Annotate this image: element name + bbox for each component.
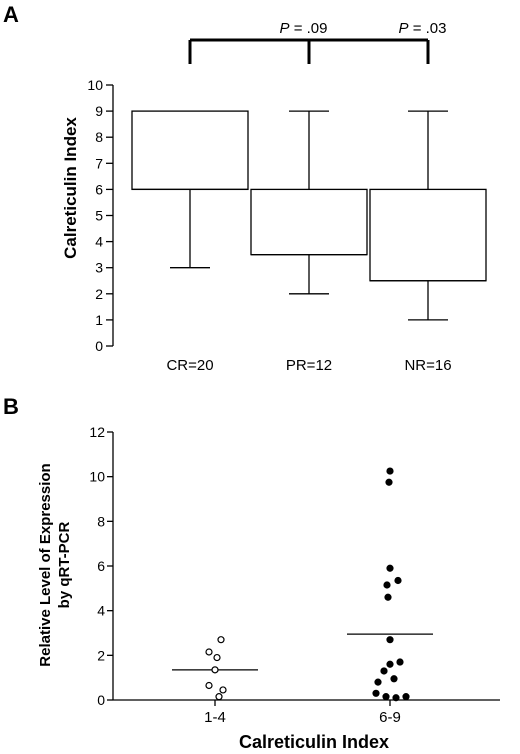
a-y-tick-label: 7 — [95, 155, 103, 171]
panel-b-categories: 1-4 6-9 — [204, 709, 401, 726]
b-data-point — [396, 658, 404, 666]
a-p-symbol: P — [280, 20, 290, 37]
b-data-point — [383, 581, 391, 589]
b-y-tick-label: 4 — [97, 603, 105, 619]
b-data-point — [385, 478, 393, 486]
a-box-NR=16 — [369, 110, 487, 321]
panel-b-points — [172, 467, 433, 702]
panel-a-letter: A — [3, 2, 19, 27]
b-data-point — [380, 667, 388, 675]
panel-a-categories: CR=20 PR=12 NR=16 — [166, 357, 451, 374]
b-data-point — [386, 636, 394, 644]
a-y-tick-label: 5 — [95, 208, 103, 224]
panel-a-y-axis-label: Calreticulin Index — [61, 117, 80, 259]
b-data-point — [386, 660, 394, 668]
b-y-tick-label: 6 — [97, 558, 105, 574]
a-y-tick-label: 1 — [95, 312, 103, 328]
b-data-point — [386, 564, 394, 572]
b-y-tick-label: 2 — [97, 647, 105, 663]
a-box-rect — [250, 188, 368, 256]
b-category-label: 1-4 — [204, 709, 226, 726]
panel-a-box-chart: Calreticulin Index 0 1 2 3 4 5 6 7 8 9 10 CR=20 PR=… — [61, 20, 487, 374]
panel-b-y-axis-label-line-2: by qRT-PCR — [56, 522, 73, 609]
b-data-point — [211, 666, 219, 674]
a-category-label: CR=20 — [166, 357, 213, 374]
b-data-point — [219, 686, 227, 694]
a-y-tick-label: 2 — [95, 286, 103, 302]
panel-b-x-axis-label: Calreticulin Index — [239, 732, 389, 752]
b-y-tick-label: 0 — [97, 692, 105, 708]
a-y-tick-label: 4 — [95, 234, 103, 250]
a-box-rect — [369, 188, 487, 282]
panel-b-scatter-chart: Relative Level of Expression by qRT-PCR … — [37, 424, 500, 752]
a-y-tick-label: 6 — [95, 181, 103, 197]
a-y-tick-label: 3 — [95, 260, 103, 276]
b-y-tick-label: 8 — [97, 513, 105, 529]
a-box-PR=12 — [250, 110, 368, 295]
b-series-6-9 — [347, 467, 433, 702]
a-p-symbol: P — [399, 20, 409, 37]
panel-b-y-axis-label-line-1: Relative Level of Expression — [37, 463, 54, 666]
b-data-point — [402, 693, 410, 701]
panel-a-boxes — [131, 110, 487, 321]
b-category-label: 6-9 — [379, 709, 401, 726]
b-data-point — [382, 693, 390, 701]
a-y-tick-label: 9 — [95, 103, 103, 119]
a-y-tick-label: 8 — [95, 129, 103, 145]
b-data-point — [392, 694, 400, 702]
b-y-tick-label: 10 — [89, 469, 105, 485]
a-box-rect — [131, 110, 249, 191]
b-data-point — [390, 675, 398, 683]
b-data-point — [205, 681, 213, 690]
a-y-tick-label: 10 — [87, 77, 103, 93]
a-p-value: = .03 — [409, 20, 447, 37]
b-data-point — [394, 576, 402, 585]
panel-b-letter: B — [3, 394, 19, 419]
b-data-point — [217, 636, 225, 644]
b-series-1-4 — [172, 636, 258, 701]
panel-a-y-axis: 0 1 2 3 4 5 6 7 8 9 10 — [87, 77, 114, 354]
a-p-value-label: P = .03 — [399, 20, 447, 37]
panel-a-significance-brackets: P = .09 P = .03 — [188, 20, 447, 64]
a-category-label: PR=12 — [286, 357, 332, 374]
a-p-value-label: P = .09 — [280, 20, 328, 37]
a-p-value: = .09 — [290, 20, 328, 37]
b-data-point — [384, 593, 392, 601]
b-data-point — [386, 467, 394, 475]
b-data-point — [374, 678, 382, 686]
a-category-label: NR=16 — [404, 357, 451, 374]
a-box-CR=20 — [131, 110, 249, 269]
b-data-point — [205, 648, 213, 656]
b-data-point — [372, 689, 380, 697]
b-data-point — [213, 653, 221, 662]
b-y-tick-label: 12 — [89, 424, 105, 440]
b-data-point — [215, 693, 223, 701]
panel-b-axes: 0 2 4 6 8 10 12 — [89, 424, 500, 708]
a-y-tick-label: 0 — [95, 338, 103, 354]
